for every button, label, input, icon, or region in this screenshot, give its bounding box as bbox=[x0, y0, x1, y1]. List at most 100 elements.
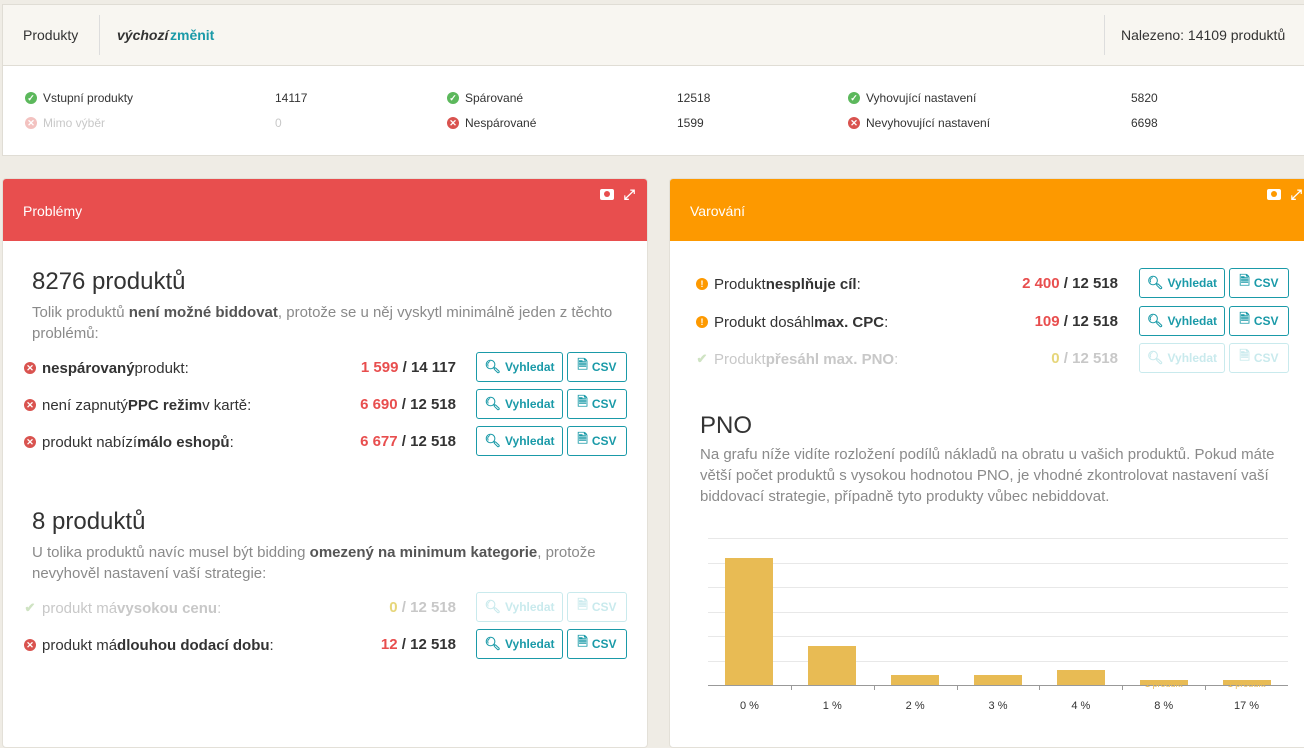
pno-chart: 0 % 1 % 2 % 3 % 4 % 8 % 17 % 1 produkt 1 produkt bbox=[700, 530, 1300, 720]
expand-icon[interactable]: ⤢ bbox=[1290, 186, 1302, 202]
preset-name: výchozí bbox=[117, 27, 169, 43]
chart-bar[interactable] bbox=[808, 645, 857, 685]
camera-icon[interactable] bbox=[599, 188, 614, 200]
search-button[interactable]: 🔍︎ Vyhledat bbox=[476, 629, 563, 659]
divider bbox=[99, 15, 100, 55]
stat-value: 5820 bbox=[1131, 91, 1158, 105]
chart-bar[interactable] bbox=[1056, 670, 1105, 685]
search-icon: 🔍︎ bbox=[1146, 350, 1164, 365]
check-icon: ✓ bbox=[447, 92, 459, 104]
search-button[interactable]: 🔍︎ Vyhledat bbox=[1139, 268, 1225, 298]
csv-button[interactable]: 🗎 CSV bbox=[1229, 268, 1289, 298]
search-button[interactable]: 🔍︎ Vyhledat bbox=[476, 389, 563, 419]
stat-value: 1599 bbox=[677, 116, 704, 130]
x-tick-label: 8 % bbox=[1154, 700, 1174, 712]
cross-icon: ✕ bbox=[24, 399, 36, 411]
camera-icon[interactable] bbox=[1266, 188, 1281, 200]
gridline bbox=[708, 636, 1288, 637]
x-tick-label: 17 % bbox=[1234, 700, 1260, 712]
top-bar: Produkty výchozí změnit Nalezeno: 14109 … bbox=[2, 4, 1304, 66]
pno-description: Na grafu níže vidíte rozložení podílů ná… bbox=[700, 446, 1275, 505]
csv-button[interactable]: 🗎 CSV bbox=[1229, 343, 1289, 373]
change-preset-link[interactable]: změnit bbox=[170, 27, 215, 43]
csv-button[interactable]: 🗎 CSV bbox=[567, 389, 627, 419]
gridline bbox=[708, 660, 1288, 662]
csv-button[interactable]: 🗎 CSV bbox=[567, 352, 627, 382]
problem-count: 1 599 / 14 117 bbox=[360, 359, 456, 376]
chart-bar[interactable] bbox=[1139, 680, 1188, 685]
stat-label: Nespárované bbox=[465, 116, 537, 130]
stat-paired: ✓ Spárované bbox=[447, 90, 523, 106]
found-count: Nalezeno: 14109 produktů bbox=[1121, 27, 1286, 43]
file-icon: 🗎 bbox=[577, 597, 588, 612]
x-tick-label: 0 % bbox=[739, 700, 759, 712]
search-icon: 🔍︎ bbox=[1146, 275, 1164, 290]
search-icon: 🔍︎ bbox=[484, 636, 501, 651]
limited-count: 12 / 12 518 bbox=[380, 636, 456, 653]
stat-label: Mimo výběr bbox=[43, 116, 106, 130]
file-icon: 🗎 bbox=[577, 394, 588, 409]
stat-ok: ✓ Vyhovující nastavení bbox=[848, 90, 976, 106]
chart-bar[interactable] bbox=[974, 675, 1022, 685]
csv-button[interactable]: 🗎 CSV bbox=[567, 426, 627, 456]
cross-icon: ✕ bbox=[447, 117, 459, 129]
divider bbox=[1104, 15, 1105, 55]
x-tick-mark bbox=[1205, 685, 1207, 690]
file-icon: 🗎 bbox=[1239, 348, 1250, 363]
gridline bbox=[708, 611, 1288, 613]
limited-row: ✕ produkt má dlouhou dodací dobu: bbox=[24, 629, 274, 661]
x-tick-mark bbox=[790, 685, 792, 690]
problem-row: ✕ není zapnutý PPC režim v kartě: bbox=[24, 389, 251, 421]
warning-row: ! Produkt dosáhl max. CPC: bbox=[696, 306, 888, 338]
file-icon: 🗎 bbox=[577, 431, 588, 446]
stat-input: ✓ Vstupní produkty bbox=[25, 90, 133, 106]
gridline bbox=[708, 587, 1288, 588]
search-button[interactable]: 🔍︎ Vyhledat bbox=[476, 592, 563, 622]
x-tick-label: 4 % bbox=[1071, 700, 1091, 712]
search-icon: 🔍︎ bbox=[484, 359, 501, 374]
search-button[interactable]: 🔍︎ Vyhledat bbox=[476, 352, 563, 382]
search-icon: 🔍︎ bbox=[484, 599, 501, 614]
chart-bar[interactable] bbox=[1222, 680, 1271, 685]
check-icon: ✔ bbox=[24, 600, 36, 615]
warning-row: ✔ Produkt přesáhl max. PNO: bbox=[696, 350, 899, 368]
stat-nok: ✕ Nevyhovující nastavení bbox=[848, 115, 990, 131]
problem-row: ✕ produkt nabízí málo eshopů: bbox=[24, 426, 234, 458]
panel-title: Varování bbox=[690, 203, 745, 219]
file-icon: 🗎 bbox=[1239, 273, 1250, 288]
search-icon: 🔍︎ bbox=[1146, 313, 1164, 328]
gridline bbox=[708, 538, 1288, 539]
limited-headline: 8 produktů bbox=[32, 508, 146, 535]
csv-button[interactable]: 🗎 CSV bbox=[567, 629, 627, 659]
check-icon: ✔ bbox=[696, 351, 708, 366]
cross-icon: ✕ bbox=[848, 117, 860, 129]
cross-icon: ✕ bbox=[24, 639, 36, 651]
problems-panel: Problémy ⤢ bbox=[2, 178, 648, 748]
chart-bar[interactable] bbox=[891, 675, 940, 685]
x-tick-mark bbox=[1122, 685, 1124, 690]
csv-button[interactable]: 🗎 CSV bbox=[567, 592, 627, 622]
problems-header: Problémy ⤢ bbox=[3, 179, 647, 241]
bar-label: 1 produkt bbox=[1227, 679, 1266, 689]
x-tick-mark bbox=[956, 685, 958, 690]
stat-value: 0 bbox=[275, 116, 282, 130]
warning-count: 0 / 12 518 bbox=[1051, 350, 1118, 367]
search-button[interactable]: 🔍︎ Vyhledat bbox=[1139, 306, 1225, 336]
chart-bar[interactable] bbox=[725, 557, 774, 685]
gridline bbox=[708, 562, 1288, 564]
problem-count: 6 690 / 12 518 bbox=[360, 396, 456, 413]
stat-label: Vstupní produkty bbox=[43, 91, 134, 105]
search-button[interactable]: 🔍︎ Vyhledat bbox=[476, 426, 563, 456]
cross-icon: ✕ bbox=[24, 362, 36, 374]
warnings-header: Varování ⤢ bbox=[670, 179, 1304, 241]
file-icon: 🗎 bbox=[1239, 311, 1250, 326]
check-icon: ✓ bbox=[848, 92, 860, 104]
search-button[interactable]: 🔍︎ Vyhledat bbox=[1139, 343, 1225, 373]
page-title: Produkty bbox=[23, 27, 79, 43]
csv-button[interactable]: 🗎 CSV bbox=[1229, 306, 1289, 336]
problems-description: Tolik produktů není možné biddovat, prot… bbox=[32, 304, 613, 342]
stat-label: Vyhovující nastavení bbox=[866, 91, 977, 105]
expand-icon[interactable]: ⤢ bbox=[623, 186, 635, 202]
panel-title: Problémy bbox=[23, 203, 83, 219]
pno-title: PNO bbox=[700, 412, 753, 439]
